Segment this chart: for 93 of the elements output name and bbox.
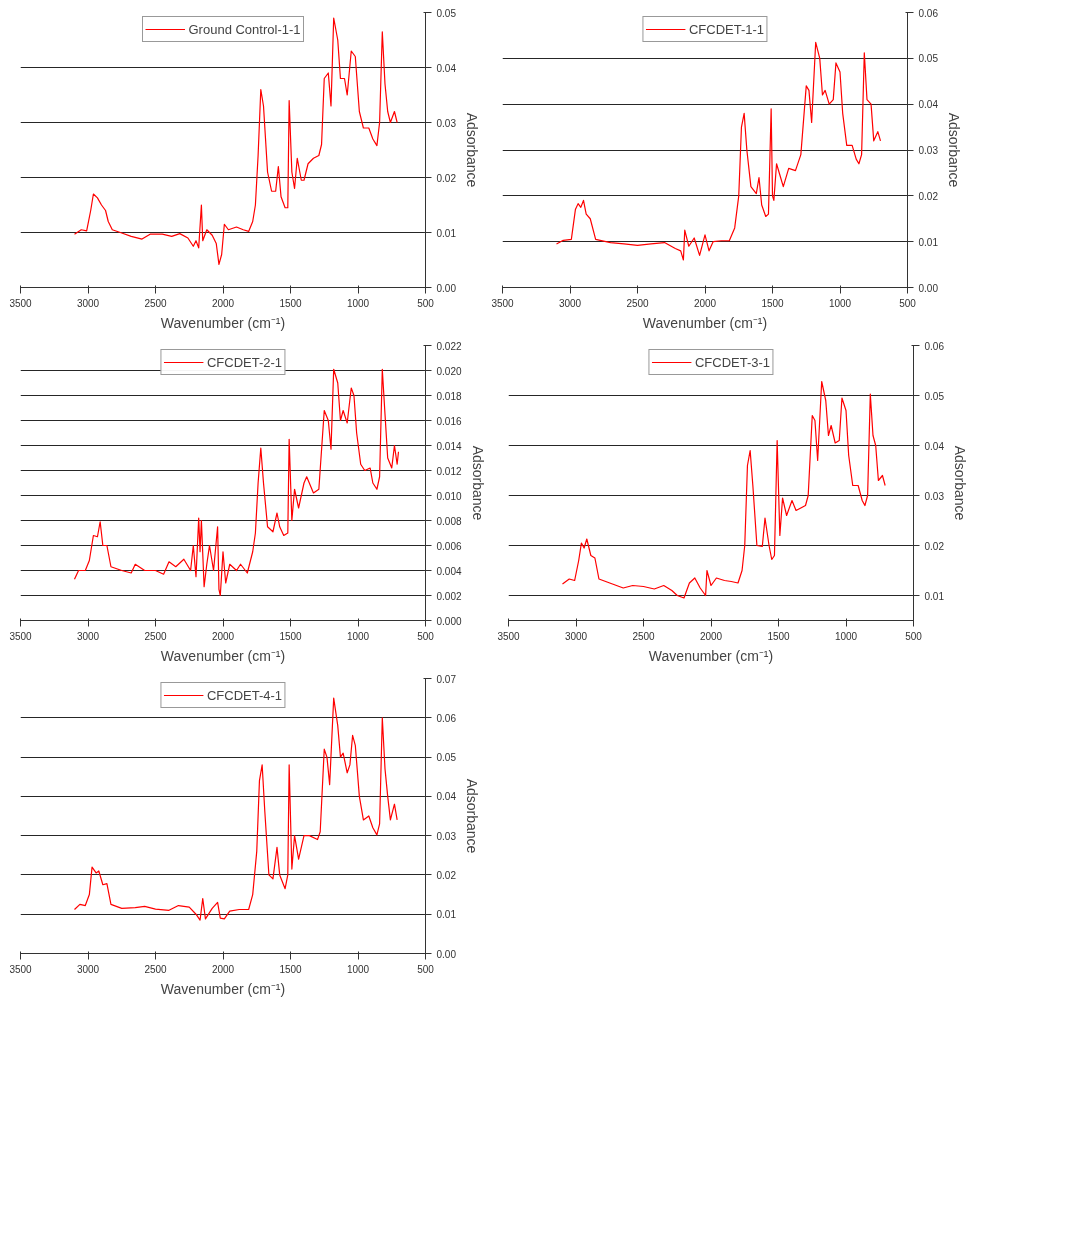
x-tick-label: 1000 bbox=[834, 630, 858, 642]
y-tick-label: 0.02 bbox=[924, 540, 945, 552]
x-axis-title: Wavenumber (cm⁻¹) bbox=[160, 980, 286, 997]
line-series bbox=[555, 41, 882, 261]
y-tick-label: 0.00 bbox=[436, 282, 457, 294]
y-axis-title: Adsorbance bbox=[463, 778, 480, 854]
x-tick-label: 1500 bbox=[279, 297, 303, 309]
x-tick-label: 3500 bbox=[9, 297, 33, 309]
x-tick-label: 3500 bbox=[9, 630, 33, 642]
y-tick-label: 0.01 bbox=[436, 227, 457, 239]
x-tick-label: 3000 bbox=[564, 630, 588, 642]
x-tick-label: 1500 bbox=[767, 630, 791, 642]
x-tick-label: 3500 bbox=[9, 963, 33, 975]
y-tick-label: 0.02 bbox=[918, 190, 939, 202]
y-tick-label: 0.02 bbox=[436, 869, 457, 881]
x-tick-label: 500 bbox=[417, 297, 435, 309]
x-tick-label: 500 bbox=[899, 297, 917, 309]
x-tick-label: 2500 bbox=[632, 630, 656, 642]
y-tick-label: 0.004 bbox=[436, 565, 462, 577]
x-tick-label: 2000 bbox=[211, 630, 235, 642]
y-tick-label: 0.03 bbox=[918, 145, 939, 156]
y-axis-title: Adsorbance bbox=[951, 445, 968, 521]
x-axis-title: Wavenumber (cm⁻¹) bbox=[642, 314, 768, 331]
y-tick-label: 0.03 bbox=[924, 490, 945, 502]
y-tick-label: 0.04 bbox=[918, 99, 939, 111]
line-series bbox=[561, 380, 886, 599]
x-tick-label: 1500 bbox=[279, 963, 303, 975]
x-tick-label: 500 bbox=[905, 630, 923, 642]
line-series bbox=[73, 368, 400, 597]
y-tick-label: 0.04 bbox=[436, 62, 457, 74]
x-tick-label: 3500 bbox=[491, 297, 515, 309]
x-tick-label: 3000 bbox=[558, 297, 582, 309]
x-axis-title: Wavenumber (cm⁻¹) bbox=[160, 647, 286, 664]
x-tick-label: 500 bbox=[417, 630, 435, 642]
x-tick-label: 1500 bbox=[279, 630, 303, 642]
y-tick-label: 0.06 bbox=[918, 7, 939, 19]
x-tick-label: 3000 bbox=[76, 963, 100, 975]
legend-label: CFCDET-1-1 bbox=[688, 21, 765, 37]
y-tick-label: 0.06 bbox=[436, 712, 457, 724]
y-tick-label: 0.05 bbox=[918, 53, 939, 65]
y-tick-label: 0.06 bbox=[924, 340, 945, 352]
y-tick-label: 0.05 bbox=[436, 752, 457, 764]
x-tick-label: 3000 bbox=[76, 297, 100, 309]
y-axis-title: Adsorbance bbox=[945, 112, 962, 188]
y-axis-title: Adsorbance bbox=[463, 112, 480, 188]
y-tick-label: 0.05 bbox=[924, 390, 945, 402]
y-tick-label: 0.04 bbox=[924, 440, 945, 452]
x-axis-title: Wavenumber (cm⁻¹) bbox=[648, 647, 774, 664]
y-tick-label: 0.00 bbox=[918, 282, 939, 294]
x-tick-label: 1000 bbox=[346, 963, 370, 975]
y-tick-label: 0.05 bbox=[436, 7, 457, 19]
y-tick-label: 0.01 bbox=[924, 590, 945, 602]
legend-label: CFCDET-4-1 bbox=[206, 687, 283, 703]
legend-label: Ground Control-1-1 bbox=[188, 21, 301, 37]
x-tick-label: 1000 bbox=[346, 297, 370, 309]
x-tick-label: 2500 bbox=[144, 630, 168, 642]
y-tick-label: 0.01 bbox=[436, 909, 457, 921]
y-tick-label: 0.002 bbox=[436, 590, 462, 602]
x-tick-label: 2000 bbox=[693, 297, 717, 309]
y-tick-label: 0.008 bbox=[436, 515, 462, 527]
y-tick-label: 0.03 bbox=[436, 830, 457, 842]
x-axis-title: Wavenumber (cm⁻¹) bbox=[160, 314, 286, 331]
y-tick-label: 0.010 bbox=[436, 490, 462, 502]
y-tick-label: 0.00 bbox=[436, 948, 457, 960]
x-tick-label: 3000 bbox=[76, 630, 100, 642]
x-tick-label: 2000 bbox=[211, 297, 235, 309]
y-tick-label: 0.016 bbox=[436, 415, 462, 427]
y-tick-label: 0.020 bbox=[436, 365, 462, 377]
x-tick-label: 2500 bbox=[626, 297, 650, 309]
y-tick-label: 0.022 bbox=[436, 340, 462, 352]
legend-label: CFCDET-3-1 bbox=[694, 354, 771, 370]
y-tick-label: 0.006 bbox=[436, 540, 462, 552]
x-tick-label: 2000 bbox=[211, 963, 235, 975]
y-tick-label: 0.018 bbox=[436, 390, 462, 402]
x-tick-label: 500 bbox=[417, 963, 435, 975]
y-tick-label: 0.01 bbox=[918, 236, 939, 248]
x-tick-label: 1000 bbox=[828, 297, 852, 309]
x-tick-label: 1500 bbox=[761, 297, 785, 309]
y-tick-label: 0.04 bbox=[436, 791, 457, 803]
x-tick-label: 2500 bbox=[144, 297, 168, 309]
x-tick-label: 1000 bbox=[346, 630, 370, 642]
x-tick-label: 2000 bbox=[699, 630, 723, 642]
x-tick-label: 2500 bbox=[144, 963, 168, 975]
y-tick-label: 0.012 bbox=[436, 465, 462, 477]
y-tick-label: 0.014 bbox=[436, 440, 462, 452]
y-tick-label: 0.000 bbox=[436, 615, 462, 627]
y-tick-label: 0.03 bbox=[436, 117, 457, 129]
y-axis-title: Adsorbance bbox=[469, 445, 486, 521]
y-tick-label: 0.02 bbox=[436, 172, 457, 184]
x-tick-label: 3500 bbox=[497, 630, 521, 642]
y-tick-label: 0.07 bbox=[436, 673, 457, 685]
legend-label: CFCDET-2-1 bbox=[206, 354, 283, 370]
line-series bbox=[73, 17, 398, 265]
